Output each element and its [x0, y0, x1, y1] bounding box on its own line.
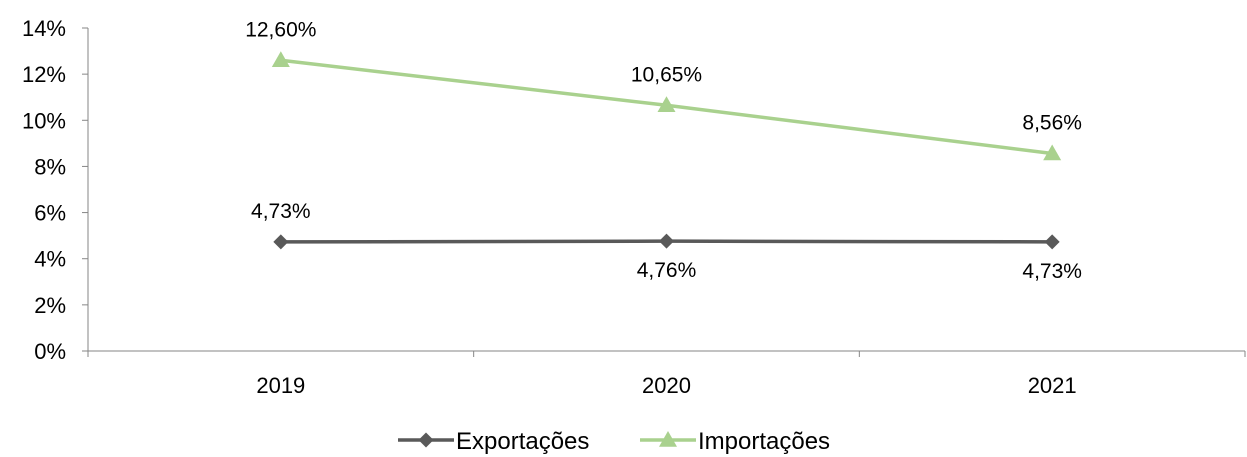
data-point-importacoes	[271, 51, 290, 68]
x-tick-label: 2021	[1028, 373, 1077, 398]
x-tick-label: 2020	[642, 373, 691, 398]
y-tick-label: 6%	[34, 201, 66, 226]
legend-marker-importacoes	[659, 431, 677, 447]
data-label-exportacoes: 4,76%	[637, 259, 697, 282]
chart-legend: Exportações Importações	[398, 428, 830, 455]
chart-axes: 0% 2% 4% 6% 8% 10% 12% 14% 2019 2020 2021	[22, 16, 1246, 398]
y-tick-label: 0%	[34, 339, 66, 364]
data-label-importacoes: 8,56%	[1022, 112, 1082, 135]
data-point-importacoes	[657, 96, 676, 113]
data-label-importacoes: 10,65%	[631, 63, 702, 86]
x-tick-label: 2019	[256, 373, 305, 398]
y-tick-label: 4%	[34, 247, 66, 272]
data-point-exportacoes	[273, 234, 289, 250]
data-point-exportacoes	[659, 233, 674, 249]
chart-data-labels: 4,73% 4,76% 4,73% 12,60% 10,65% 8,56%	[245, 18, 1082, 283]
legend-marker-exportacoes	[418, 432, 434, 448]
data-label-exportacoes: 4,73%	[1022, 260, 1082, 283]
chart-series	[271, 51, 1062, 250]
data-point-importacoes	[1043, 144, 1062, 161]
data-point-exportacoes	[1044, 234, 1060, 250]
y-tick-label: 12%	[22, 62, 66, 87]
legend-label-importacoes: Importações	[698, 428, 830, 455]
y-tick-label: 10%	[22, 108, 66, 133]
y-tick-label: 14%	[22, 16, 66, 41]
y-tick-label: 2%	[34, 293, 66, 318]
data-label-exportacoes: 4,73%	[251, 200, 311, 223]
y-tick-label: 8%	[34, 154, 66, 179]
legend-label-exportacoes: Exportações	[456, 428, 589, 455]
data-label-importacoes: 12,60%	[245, 18, 316, 41]
